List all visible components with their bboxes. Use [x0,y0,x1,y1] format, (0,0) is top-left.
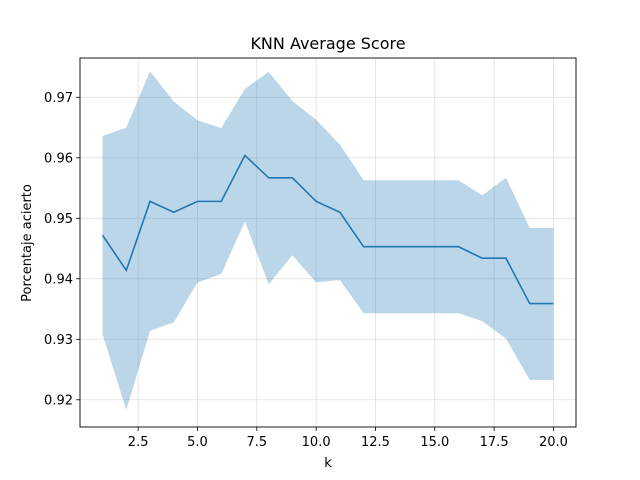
x-tick-label: 15.0 [420,435,449,450]
plot-frame [79,57,577,428]
y-tick-label: 0.95 [44,212,73,227]
x-tick-label: 12.5 [361,435,390,450]
std-band [102,71,554,411]
mean-score-line [101,154,554,305]
y-tick-label: 0.94 [44,272,73,287]
x-tick-label: 2.5 [128,435,149,450]
y-tick-label: 0.93 [44,333,73,348]
x-tick-label: 7.5 [246,435,267,450]
chart-title: KNN Average Score [250,34,405,53]
x-tick-label: 5.0 [187,435,208,450]
x-tick-label: 20.0 [539,435,568,450]
grid-lines [80,58,576,427]
y-tick-label: 0.97 [44,91,73,106]
y-axis: 0.92 0.93 0.94 0.95 0.96 0.97 [44,91,80,408]
x-tick-label: 17.5 [480,435,509,450]
x-axis: 2.5 5.0 7.5 10.0 12.5 15.0 17.5 20.0 [128,427,568,450]
x-axis-label: k [324,456,332,471]
y-tick-label: 0.92 [44,393,73,408]
y-tick-label: 0.96 [44,151,73,166]
y-axis-label: Porcentaje acierto [20,184,35,302]
x-tick-label: 10.0 [302,435,331,450]
